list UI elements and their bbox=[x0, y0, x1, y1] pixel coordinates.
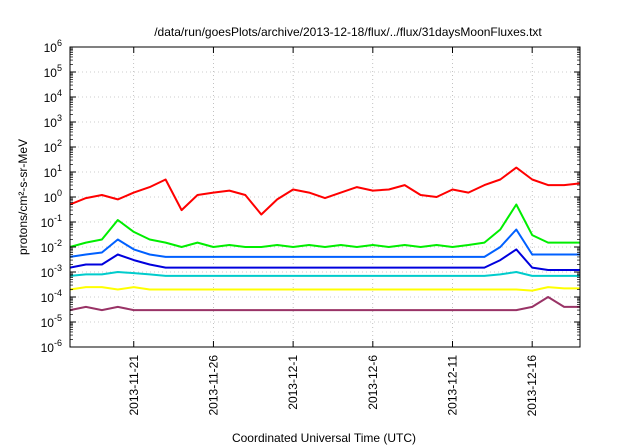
chart-title: /data/run/goesPlots/archive/2013-12-18/f… bbox=[154, 25, 542, 39]
x-tick-label: 2013-12-16 bbox=[525, 355, 539, 417]
y-axis-label: protons/cm²-s-sr-MeV bbox=[16, 139, 30, 255]
series-line-5 bbox=[69, 271, 580, 277]
y-tick-label: 100 bbox=[44, 188, 62, 205]
series-line-3 bbox=[69, 228, 580, 258]
x-axis-ticks: 2013-11-21 2013-11-26 2013-12-1 2013-12-6 20… bbox=[127, 47, 539, 416]
y-tick-label: 10-3 bbox=[41, 263, 62, 280]
y-tick-label: 105 bbox=[44, 63, 62, 80]
grid bbox=[70, 47, 580, 347]
series-line-6 bbox=[69, 286, 580, 292]
x-tick-label: 2013-11-21 bbox=[127, 355, 141, 416]
plot-frame bbox=[69, 46, 581, 348]
x-axis-label: Coordinated Universal Time (UTC) bbox=[232, 431, 416, 445]
x-tick-label: 2013-11-26 bbox=[206, 355, 220, 416]
y-tick-label: 10-6 bbox=[41, 338, 62, 355]
series-line-2 bbox=[69, 203, 580, 248]
series-line-4 bbox=[69, 248, 580, 271]
y-tick-label: 106 bbox=[44, 38, 62, 55]
y-tick-label: 102 bbox=[44, 138, 62, 155]
y-tick-label: 10-4 bbox=[41, 288, 62, 305]
x-tick-label: 2013-12-6 bbox=[366, 355, 380, 410]
y-tick-label: 101 bbox=[44, 163, 62, 180]
y-tick-label: 10-2 bbox=[41, 238, 62, 255]
x-tick-label: 2013-12-11 bbox=[446, 355, 460, 416]
series-group bbox=[69, 166, 581, 312]
x-tick-label: 2013-12-1 bbox=[286, 355, 300, 410]
y-tick-label: 104 bbox=[44, 88, 62, 105]
series-line-7 bbox=[69, 296, 580, 312]
y-tick-label: 10-1 bbox=[41, 213, 62, 230]
y-axis-ticks: 10-6 10-5 10-4 10-3 10-2 10-1 100 101 102 103 104 1… bbox=[41, 38, 580, 355]
y-tick-label: 103 bbox=[44, 113, 62, 130]
y-tick-label: 10-5 bbox=[41, 313, 62, 330]
series-line-1 bbox=[69, 166, 581, 216]
